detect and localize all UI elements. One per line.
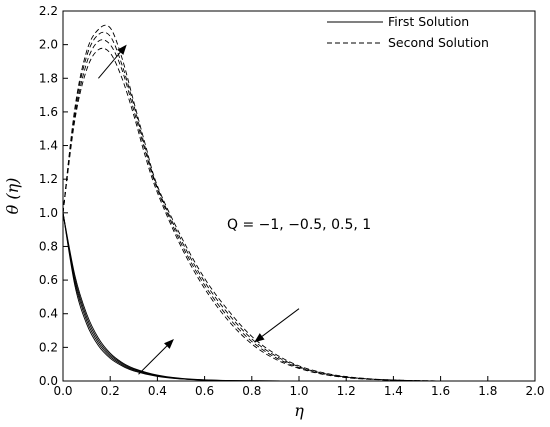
y-tick-label: 1.0 bbox=[39, 206, 58, 220]
x-tick-label: 1.8 bbox=[478, 384, 497, 398]
y-tick-label: 0.4 bbox=[39, 307, 58, 321]
trend-arrow bbox=[254, 308, 300, 343]
trend-arrow-shaft bbox=[261, 308, 300, 337]
x-tick-label: 1.2 bbox=[337, 384, 356, 398]
second-solution-line bbox=[62, 47, 441, 382]
x-tick-label: 0.2 bbox=[101, 384, 120, 398]
trend-arrow-head bbox=[117, 44, 127, 55]
plot-area: 0.0 0.2 0.4 0.6 0.8 1.0 1.2 1.4 1.6 1.8 2.0 0.0 0.2… bbox=[39, 4, 545, 398]
x-tick-label: 1.4 bbox=[384, 384, 403, 398]
x-tick-label: 2.0 bbox=[525, 384, 544, 398]
legend-label-second-solution: Second Solution bbox=[388, 35, 489, 50]
plot-frame bbox=[62, 10, 536, 382]
parameter-annotation: Q = −1, −0.5, 0.5, 1 bbox=[227, 217, 371, 233]
trend-arrow-shaft bbox=[138, 345, 168, 375]
y-tick-label: 2.0 bbox=[39, 38, 58, 52]
trend-arrow-head bbox=[164, 338, 174, 349]
y-tick-label: 0.6 bbox=[39, 273, 58, 287]
first-solution-line bbox=[62, 212, 535, 382]
second-solution-series bbox=[62, 24, 441, 382]
trend-arrow-shaft bbox=[98, 51, 121, 79]
x-tick-label: 0.4 bbox=[148, 384, 167, 398]
x-tick-label: 1.6 bbox=[431, 384, 450, 398]
y-tick-label: 0.2 bbox=[39, 340, 58, 354]
second-solution-line bbox=[62, 39, 441, 382]
trend-arrows bbox=[98, 44, 300, 375]
first-solution-line bbox=[62, 212, 535, 382]
x-axis-label: η bbox=[294, 401, 304, 420]
x-tick-label: 0.8 bbox=[242, 384, 261, 398]
x-tick-label: 0.6 bbox=[195, 384, 214, 398]
trend-arrow bbox=[138, 338, 174, 375]
second-solution-line bbox=[62, 31, 441, 382]
y-tick-label: 1.8 bbox=[39, 71, 58, 85]
legend: First Solution Second Solution bbox=[327, 14, 489, 50]
y-tick-label: 1.4 bbox=[39, 139, 58, 153]
y-axis-ticks: 0.0 0.2 0.4 0.6 0.8 1.0 1.2 1.4 1.6 1.8 2.0 2.2 bbox=[39, 4, 68, 388]
y-tick-label: 1.2 bbox=[39, 172, 58, 186]
y-tick-label: 2.2 bbox=[39, 4, 58, 18]
x-tick-label: 1.0 bbox=[289, 384, 308, 398]
second-solution-line bbox=[62, 24, 441, 382]
y-axis-label: θ (η) bbox=[3, 178, 22, 215]
legend-label-first-solution: First Solution bbox=[388, 14, 469, 29]
y-tick-label: 0.0 bbox=[39, 374, 58, 388]
x-tick-label: 0.0 bbox=[53, 384, 72, 398]
trend-arrow bbox=[98, 44, 127, 79]
x-axis-ticks: 0.0 0.2 0.4 0.6 0.8 1.0 1.2 1.4 1.6 1.8 2.0 bbox=[53, 376, 545, 398]
y-tick-label: 1.6 bbox=[39, 105, 58, 119]
first-solution-line bbox=[62, 212, 535, 382]
first-solution-line bbox=[62, 212, 535, 382]
trend-arrow-head bbox=[254, 333, 265, 343]
first-solution-series bbox=[62, 212, 535, 382]
y-tick-label: 0.8 bbox=[39, 239, 58, 253]
